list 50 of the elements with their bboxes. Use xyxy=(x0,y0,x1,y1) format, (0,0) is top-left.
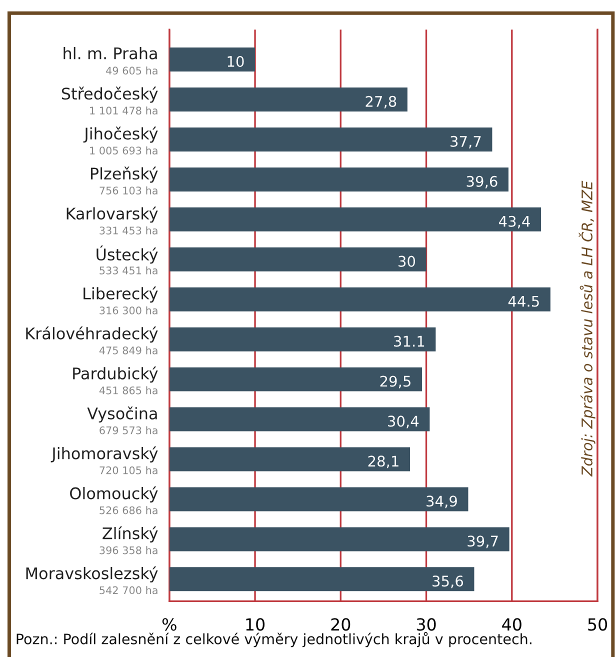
data-label: 35,6 xyxy=(432,576,464,588)
data-label: 30,4 xyxy=(388,416,419,428)
bar xyxy=(169,407,430,432)
y-tick-label: Plzeňský 756 103 ha xyxy=(91,166,158,194)
bar xyxy=(169,487,468,512)
y-tick-label: Zlínský 396 358 ha xyxy=(100,526,158,554)
annotation: Zdroj: Zpráva o stavu lesů a LH ČR, MZE xyxy=(578,180,596,477)
y-tick-label: Královéhradecký 475 849 ha xyxy=(26,326,158,354)
data-label: 28,1 xyxy=(368,456,398,468)
y-tick-label: Moravskoslezský 542 700 ha xyxy=(26,566,158,594)
x-tick-label: 50 xyxy=(588,618,608,631)
bar xyxy=(169,567,474,592)
x-tick-label: 30 xyxy=(416,618,436,631)
x-tick-label: % xyxy=(162,618,176,631)
y-tick-label: Liberecký 316 300 ha xyxy=(84,286,158,314)
data-label: 39,7 xyxy=(468,536,498,548)
y-tick-label: Ústecký 533 451 ha xyxy=(96,246,158,274)
bar xyxy=(169,327,436,352)
data-label: 39,6 xyxy=(466,176,498,188)
data-label: 29,5 xyxy=(380,376,410,388)
bar xyxy=(169,48,256,72)
data-label: 27,8 xyxy=(366,96,396,108)
bar xyxy=(169,367,422,392)
bar xyxy=(169,447,410,472)
data-label: 44.5 xyxy=(508,296,539,307)
y-tick-label: hl. m. Praha 49 605 ha xyxy=(64,47,158,75)
bar xyxy=(169,207,542,232)
x-tick-label: 40 xyxy=(502,618,522,631)
text: Pozn.: Podíl zalesnění z celkové výměry jednotlivých krajů v procentech. xyxy=(16,632,532,648)
bar xyxy=(169,247,426,272)
bar xyxy=(169,287,550,312)
data-label: 37,7 xyxy=(450,136,481,148)
y-tick-label: Olomoucký 526 686 ha xyxy=(70,486,158,514)
data-label: 43,4 xyxy=(498,216,530,228)
y-tick-label: Jihočeský 1 005 693 ha xyxy=(83,126,158,154)
x-tick-label: 10 xyxy=(246,618,265,631)
x-tick-label: 20 xyxy=(331,618,350,631)
y-tick-label: Vysočina 679 573 ha xyxy=(87,406,158,434)
bar xyxy=(169,88,408,112)
y-tick-label: Karlovarský 331 453 ha xyxy=(66,206,158,234)
y-tick-label: Jihomoravský 720 105 ha xyxy=(50,446,158,474)
data-label: 31.1 xyxy=(394,336,424,347)
bar xyxy=(169,127,492,152)
y-tick-label: Pardubický 451 865 ha xyxy=(73,366,158,394)
data-label: 34,9 xyxy=(426,496,457,508)
data-label: 30 xyxy=(398,256,416,267)
bar xyxy=(169,527,510,552)
data-label: 10 xyxy=(228,56,244,67)
bar xyxy=(169,167,508,192)
y-tick-label: Středočeský 1 101 478 ha xyxy=(62,86,158,115)
